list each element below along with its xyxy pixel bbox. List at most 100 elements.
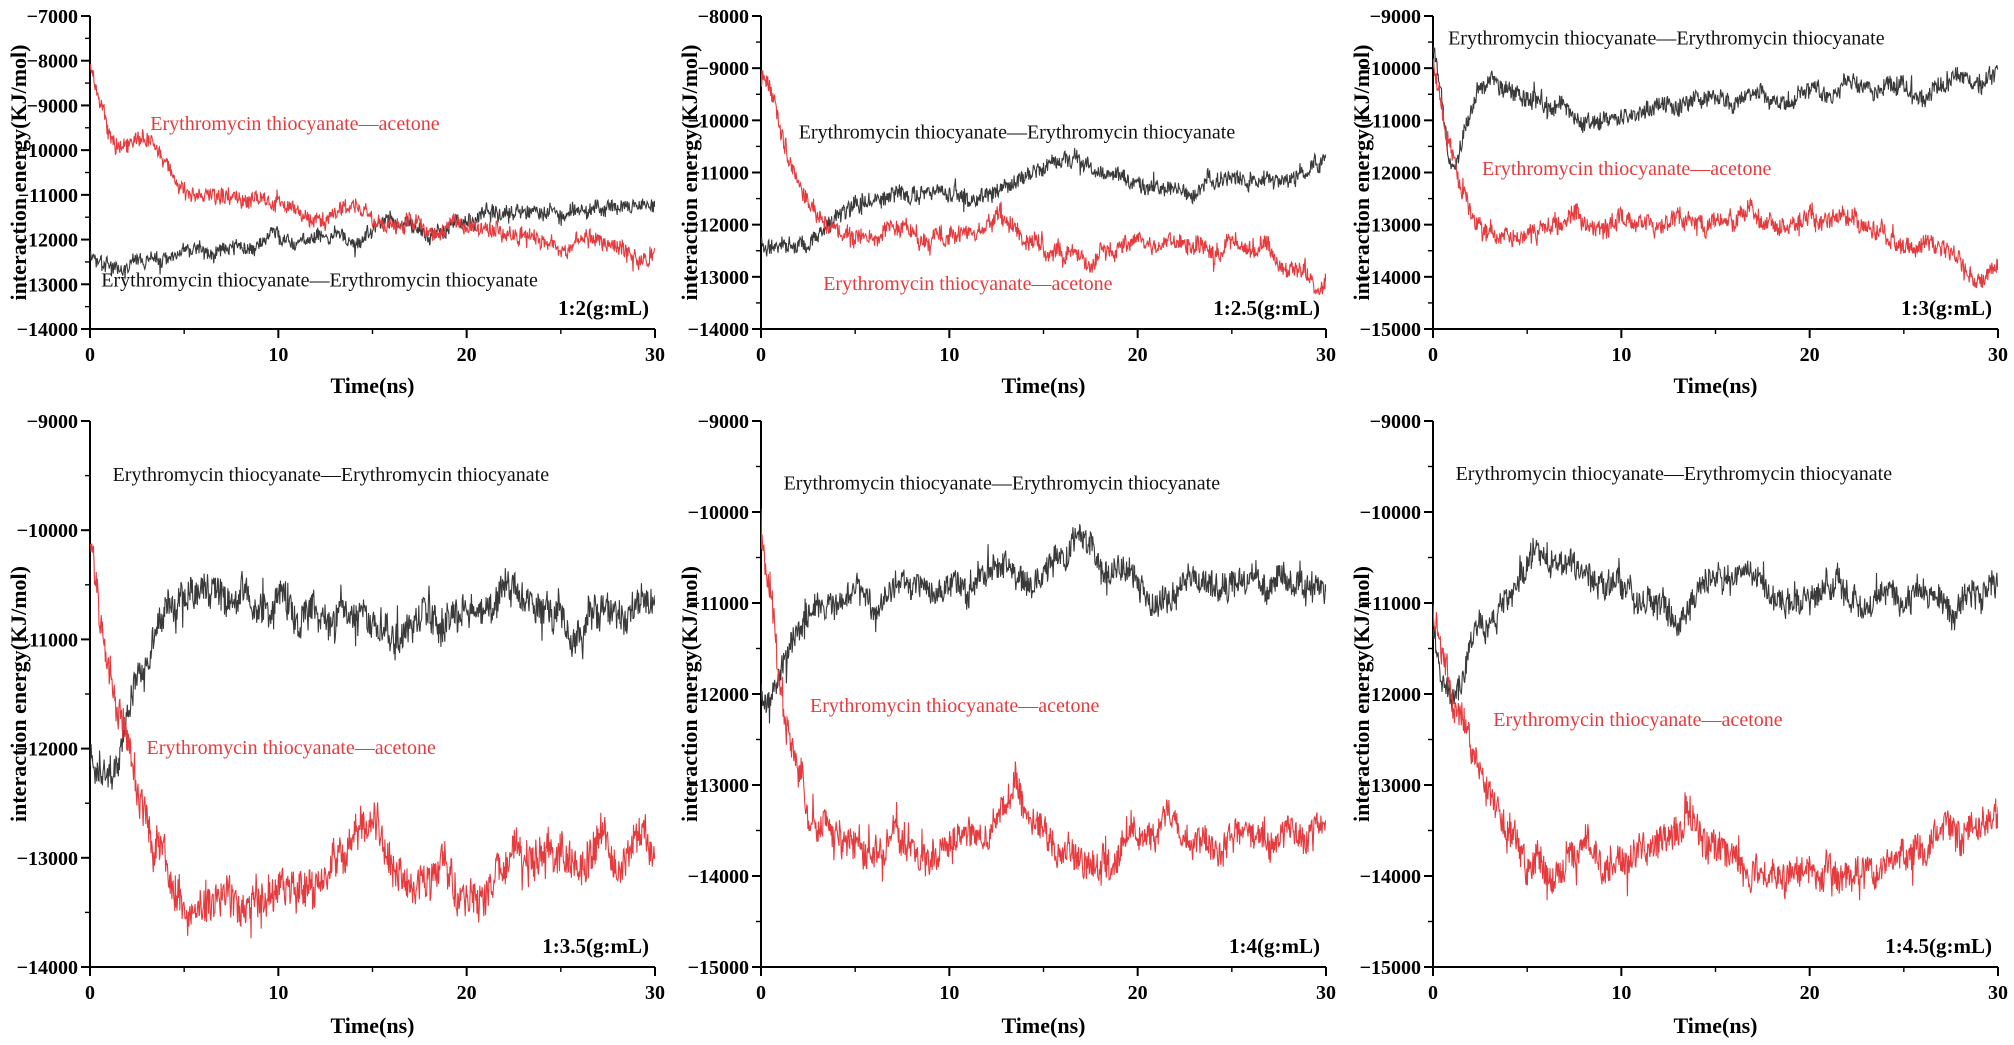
y-tick-label: −13000 (1359, 775, 1420, 797)
x-tick-label: 30 (1988, 982, 2008, 1004)
x-tick-label: 0 (756, 344, 766, 366)
y-tick-label: −14000 (17, 319, 78, 341)
x-tick-label: 10 (940, 344, 960, 366)
y-tick-label: −11000 (1360, 593, 1420, 615)
x-tick-label: 30 (1316, 344, 1336, 366)
x-tick-label: 30 (645, 344, 665, 366)
x-tick-label: 20 (457, 344, 477, 366)
panel-ratio-label: 1:2(g:mL) (558, 296, 649, 320)
series-line (1432, 604, 1998, 901)
series-label: Erythromycin thiocyanate—Erythromycin th… (799, 122, 1236, 144)
x-tick-label: 0 (1428, 344, 1438, 366)
series-line (90, 568, 655, 790)
y-tick-label: −11000 (18, 629, 78, 651)
y-tick-label: −8000 (27, 51, 78, 73)
x-tick-label: 20 (1128, 982, 1148, 1004)
series-label: Erythromycin thiocyanate—acetone (1482, 158, 1771, 180)
x-tick-label: 30 (1316, 982, 1336, 1004)
series-label: Erythromycin thiocyanate—acetone (150, 113, 439, 135)
x-tick-label: 10 (1611, 982, 1631, 1004)
x-tick-label: 20 (457, 982, 477, 1004)
y-tick-label: −12000 (688, 684, 749, 706)
x-axis-title: Time(ns) (1002, 373, 1086, 398)
chart-panel-2: 0 10 20 30 −14000 −13000 −12000 −11000 −10000 −90… (671, 0, 1342, 405)
y-tick-label: −14000 (688, 319, 749, 341)
y-tick-label: −9000 (1369, 411, 1420, 433)
y-tick-label: −10000 (17, 520, 78, 542)
chart-panel-4: 0 10 20 30 −14000 −13000 −12000 −11000 −10000 −90… (0, 405, 671, 1045)
series-label: Erythromycin thiocyanate—Erythromycin th… (101, 270, 538, 292)
x-axis-title: Time(ns) (1673, 1013, 1757, 1038)
series-line (90, 198, 655, 280)
y-tick-label: −11000 (689, 163, 749, 185)
y-tick-label: −9000 (698, 58, 749, 80)
x-tick-label: 20 (1799, 982, 1819, 1004)
series-label: Erythromycin thiocyanate—acetone (824, 273, 1113, 295)
y-tick-label: −12000 (1359, 684, 1420, 706)
y-tick-label: −13000 (1359, 215, 1420, 237)
series-line (761, 69, 1327, 296)
y-tick-label: −12000 (688, 215, 749, 237)
chart-panel-3: 0 10 20 30 −15000 −14000 −13000 −12000 −11000 −10… (1343, 0, 2014, 405)
panel-ratio-label: 1:3(g:mL) (1901, 296, 1992, 320)
y-tick-label: −14000 (17, 957, 78, 979)
y-tick-label: −12000 (17, 739, 78, 761)
chart-svg: 0 10 20 30 −15000 −14000 −13000 −12000 −11000 −10… (1349, 6, 2008, 398)
series-line (761, 524, 1327, 724)
y-tick-label: −10000 (688, 110, 749, 132)
y-tick-label: −14000 (688, 866, 749, 888)
x-tick-label: 10 (268, 982, 288, 1004)
series-label: Erythromycin thiocyanate—acetone (810, 695, 1099, 717)
series-line (1432, 58, 1998, 289)
x-axis-title: Time(ns) (331, 1013, 415, 1038)
y-tick-label: −11000 (1360, 110, 1420, 132)
x-tick-label: 10 (268, 344, 288, 366)
y-tick-label: −13000 (688, 267, 749, 289)
x-tick-label: 10 (1611, 344, 1631, 366)
series-line (90, 64, 655, 272)
y-tick-label: −10000 (1359, 502, 1420, 524)
panel-ratio-label: 1:3.5(g:mL) (542, 934, 649, 958)
panel-ratio-label: 1:4(g:mL) (1229, 934, 1320, 958)
series-label: Erythromycin thiocyanate—Erythromycin th… (784, 472, 1221, 494)
y-tick-label: −15000 (1359, 319, 1420, 341)
y-axis-title: interaction energy(KJ/mol) (1349, 566, 1374, 822)
y-axis-title: interaction energy(KJ/mol) (1349, 45, 1374, 301)
panel-ratio-label: 1:2.5(g:mL) (1214, 296, 1321, 320)
y-axis-title: interaction energy(KJ/mol) (6, 45, 31, 301)
y-tick-label: −9000 (27, 411, 78, 433)
series-line (1432, 45, 1998, 171)
x-axis-title: Time(ns) (1673, 373, 1757, 398)
y-tick-label: −15000 (1359, 957, 1420, 979)
series-line (761, 508, 1327, 886)
chart-svg: 0 10 20 30 −14000 −13000 −12000 −11000 −10000 −90… (677, 6, 1336, 398)
y-tick-label: −9000 (27, 95, 78, 117)
series-label: Erythromycin thiocyanate—acetone (147, 737, 436, 759)
x-axis-title: Time(ns) (1002, 1013, 1086, 1038)
y-tick-label: −14000 (1359, 267, 1420, 289)
x-tick-label: 10 (940, 982, 960, 1004)
y-tick-label: −12000 (17, 230, 78, 252)
x-tick-label: 30 (1988, 344, 2008, 366)
x-tick-label: 20 (1128, 344, 1148, 366)
series-label: Erythromycin thiocyanate—Erythromycin th… (1455, 463, 1892, 485)
x-tick-label: 0 (756, 982, 766, 1004)
y-tick-label: −13000 (688, 775, 749, 797)
chart-panel-1: 0 10 20 30 −14000 −13000 −12000 −11000 −10000 −90… (0, 0, 671, 405)
y-tick-label: −10000 (1359, 58, 1420, 80)
chart-svg: 0 10 20 30 −15000 −14000 −13000 −12000 −11000 −10… (1349, 411, 2008, 1038)
x-tick-label: 20 (1799, 344, 1819, 366)
chart-svg: 0 10 20 30 −14000 −13000 −12000 −11000 −10000 −90… (6, 6, 665, 398)
series-label: Erythromycin thiocyanate—acetone (1493, 709, 1782, 731)
x-tick-label: 0 (85, 344, 95, 366)
y-axis-title: interaction energy(KJ/mol) (6, 566, 31, 822)
y-tick-label: −13000 (17, 274, 78, 296)
x-axis-title: Time(ns) (331, 373, 415, 398)
x-tick-label: 0 (1428, 982, 1438, 1004)
y-tick-label: −11000 (689, 593, 749, 615)
chart-panel-5: 0 10 20 30 −15000 −14000 −13000 −12000 −11000 −10… (671, 405, 1342, 1045)
series-line (90, 543, 655, 939)
y-tick-label: −10000 (17, 140, 78, 162)
chart-panel-6: 0 10 20 30 −15000 −14000 −13000 −12000 −11000 −10… (1343, 405, 2014, 1045)
series-label: Erythromycin thiocyanate—Erythromycin th… (113, 464, 550, 486)
